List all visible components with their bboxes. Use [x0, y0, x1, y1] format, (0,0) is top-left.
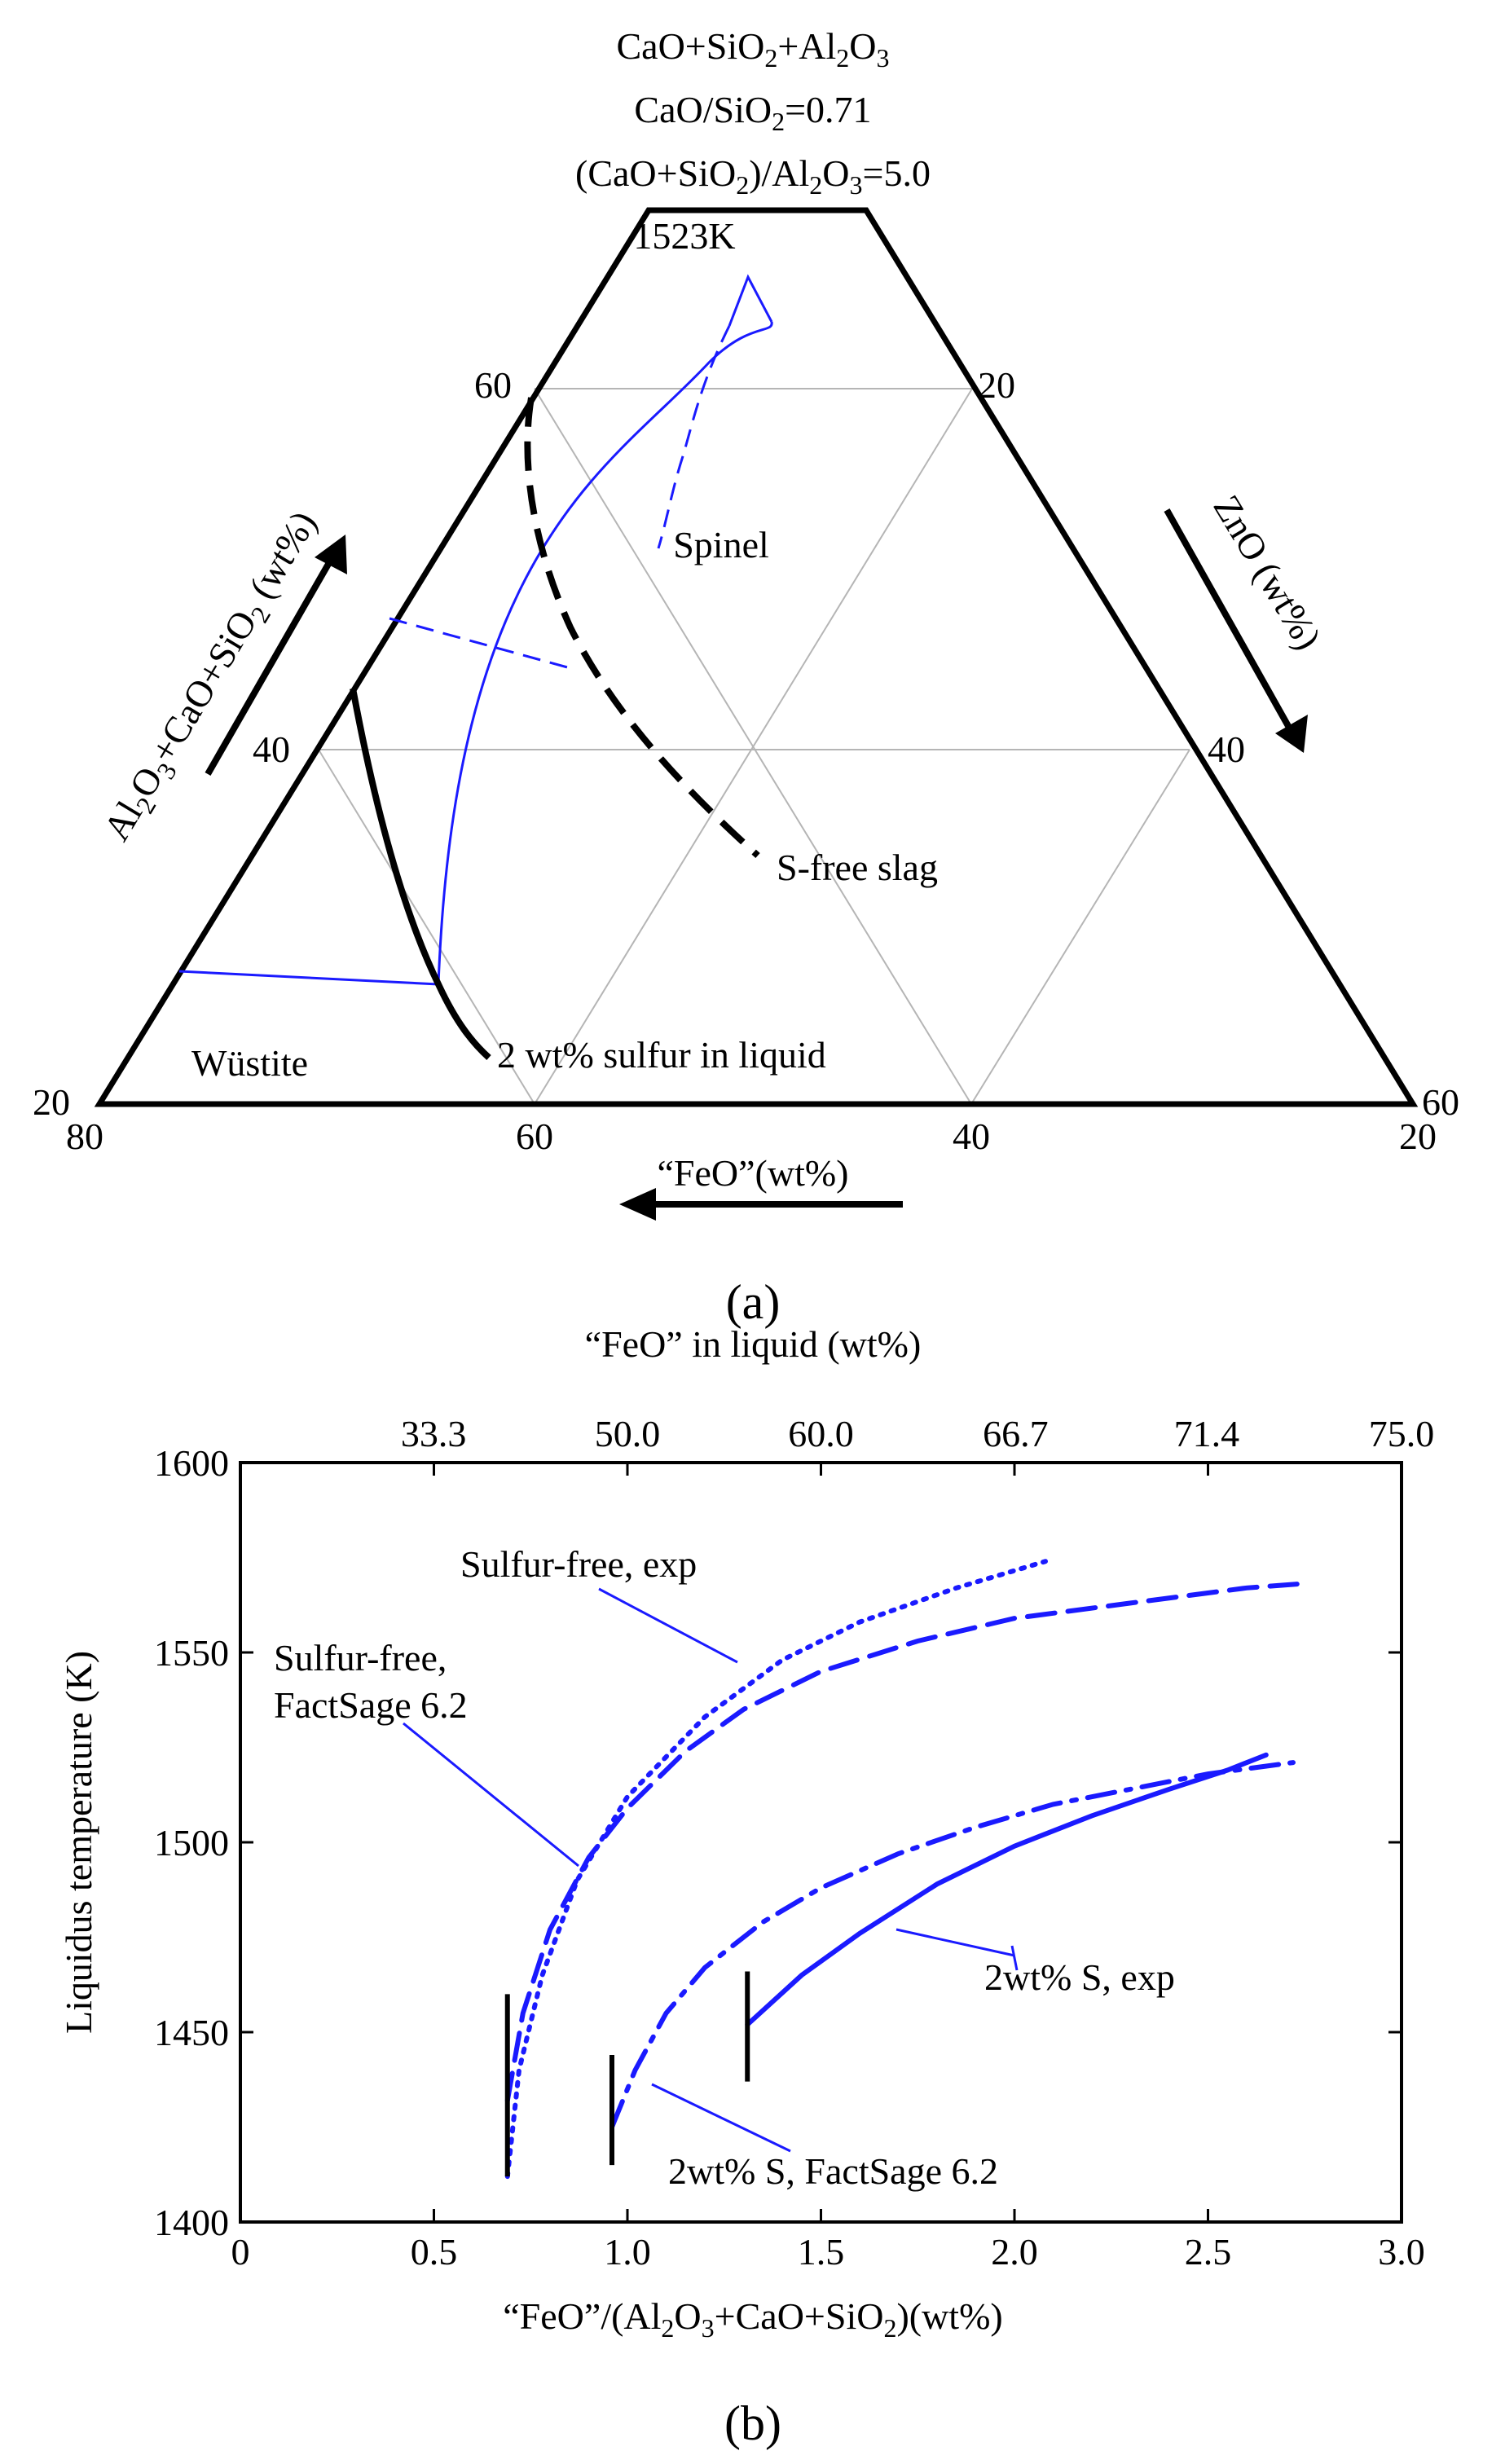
- left-axis-label: Al2O3+CaO+SiO2 (wt%): [95, 504, 329, 850]
- grid-line: [970, 749, 1190, 1105]
- y-tick-label: 1500: [154, 1822, 229, 1863]
- left-arrow-head: [315, 535, 347, 574]
- temperature-label: 1523K: [633, 215, 735, 257]
- title-line-1: CaO+SiO2+Al2O3: [616, 25, 889, 73]
- y-tick-label: 1600: [154, 1442, 229, 1484]
- leader-line: [1010, 1945, 1019, 1971]
- panel-b: 0 0.5 1.0 1.5 2.0 2.5 3.0 1400 1450 1500 1550 1600…: [58, 1323, 1434, 2450]
- panel-a-label: (a): [726, 1275, 781, 1329]
- spinel-tip-line: [728, 274, 773, 327]
- bottom-axis-label: “FeO”(wt%): [657, 1152, 848, 1194]
- top-axis-title: “FeO” in liquid (wt%): [585, 1323, 922, 1365]
- spinel-dashed-line: [657, 325, 731, 549]
- top-tick-label: 66.7: [983, 1413, 1049, 1454]
- sfree-label: S-free slag: [777, 847, 938, 888]
- tick-right-60: 60: [1422, 1081, 1459, 1123]
- title-line-2: CaO/SiO2=0.71: [634, 89, 871, 136]
- tick-left-20: 20: [33, 1081, 70, 1123]
- wustite-tie-line: [178, 970, 439, 986]
- tick-bottom-60: 60: [516, 1115, 553, 1157]
- marker-group: [504, 1971, 750, 2177]
- plot-frame: [239, 1461, 1403, 2224]
- x-axis-title: “FeO”/(Al2O3+CaO+SiO2)(wt%): [503, 2295, 1002, 2343]
- grid-line: [534, 388, 973, 1105]
- label-s-fs: 2wt% S, FactSage 6.2: [668, 2150, 998, 2192]
- label-sfree-exp: Sulfur-free, exp: [460, 1543, 697, 1585]
- right-arrow-head: [1275, 715, 1308, 753]
- label-s-exp: 2wt% S, exp: [984, 1956, 1175, 1998]
- label-sfree-fs-1: Sulfur-free,: [274, 1637, 447, 1679]
- series-group: [504, 1559, 1300, 2180]
- tick-right-40: 40: [1208, 728, 1245, 770]
- tick-bottom-40: 40: [953, 1115, 990, 1157]
- ternary-frame: [94, 207, 1419, 1107]
- right-arrow-shaft: [1164, 508, 1296, 735]
- y-tick-label: 1450: [154, 2012, 229, 2053]
- axis-arrows: [205, 508, 1308, 1221]
- x-axis-ticks: 0 0.5 1.0 1.5 2.0 2.5 3.0: [231, 1463, 1425, 2273]
- leader-line: [651, 2083, 791, 2153]
- x-tick-label: 2.0: [991, 2231, 1038, 2273]
- y-tick-label: 1400: [154, 2202, 229, 2243]
- wustite-dashed-line: [389, 617, 571, 670]
- y-tick-label: 1550: [154, 1632, 229, 1674]
- left-arrow-shaft: [205, 552, 337, 776]
- grid-line: [318, 749, 535, 1105]
- sfree-boundary-line: [524, 397, 760, 858]
- series-line-solid: [745, 1752, 1269, 2027]
- tick-right-20: 20: [978, 364, 1015, 406]
- panel-a: CaO+SiO2+Al2O3 CaO/SiO2=0.71 (CaO+SiO2)/…: [33, 25, 1459, 1329]
- series-line-dashdot: [609, 1760, 1296, 2130]
- tick-left-40: 40: [253, 728, 290, 770]
- spinel-liquidus-line: [437, 321, 773, 985]
- spinel-label: Spinel: [673, 524, 769, 565]
- x-tick-label: 0.5: [411, 2231, 458, 2273]
- top-tick-label: 75.0: [1369, 1413, 1435, 1454]
- title-line-3: (CaO+SiO2)/Al2O3=5.0: [575, 152, 931, 200]
- sulfur-boundary-line: [350, 688, 491, 1060]
- leader-line: [896, 1928, 1015, 1957]
- top-tick-label: 50.0: [595, 1413, 661, 1454]
- x-tick-label: 3.0: [1378, 2231, 1425, 2273]
- top-tick-label: 33.3: [401, 1413, 467, 1454]
- leader-line: [403, 1722, 579, 1868]
- top-tick-label: 71.4: [1174, 1413, 1240, 1454]
- tick-bottom-80: 80: [66, 1115, 103, 1157]
- tick-left-60: 60: [474, 364, 512, 406]
- ternary-grid: [318, 388, 1190, 1105]
- label-sfree-fs-2: FactSage 6.2: [274, 1684, 468, 1726]
- right-axis-label: ZnO (wt%): [1205, 488, 1329, 657]
- leader-lines: [403, 1587, 1019, 2153]
- sulfur-label: 2 wt% sulfur in liquid: [497, 1034, 826, 1076]
- panel-b-label: (b): [724, 2396, 781, 2450]
- x-tick-label: 2.5: [1185, 2231, 1232, 2273]
- series-line-dashed: [504, 1582, 1300, 2103]
- series-line-dotted: [504, 1559, 1048, 2180]
- leader-line: [598, 1587, 738, 1664]
- tick-bottom-20: 20: [1399, 1115, 1437, 1157]
- x-tick-label: 1.0: [604, 2231, 651, 2273]
- y-axis-title: Liquidus temperature (K): [58, 1651, 99, 2034]
- wustite-label: Wüstite: [191, 1042, 308, 1084]
- x-tick-label: 0: [231, 2231, 250, 2273]
- top-axis-ticks: 33.3 50.0 60.0 66.7 71.4 75.0: [401, 1413, 1434, 1454]
- bottom-arrow-head: [619, 1188, 656, 1221]
- x-tick-label: 1.5: [798, 2231, 845, 2273]
- phase-boundaries: [178, 274, 773, 986]
- top-tick-label: 60.0: [788, 1413, 854, 1454]
- y-axis-ticks: 1400 1450 1500 1550 1600: [154, 1442, 1402, 2243]
